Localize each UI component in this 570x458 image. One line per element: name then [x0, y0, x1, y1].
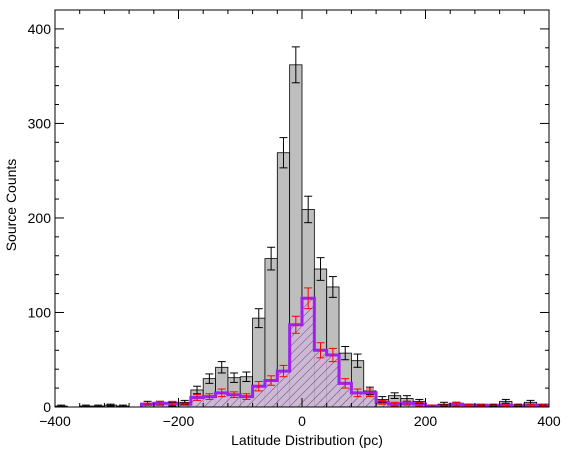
hatched-error-bar — [180, 402, 189, 406]
tick-labels-layer: −400 −200 0 200 400 0 100 200 300 400 — [28, 21, 561, 429]
x-tick-label: 200 — [414, 413, 438, 429]
gray-error-bar — [291, 46, 300, 84]
y-tick-label: 400 — [28, 21, 52, 37]
hatched-error-bar — [291, 315, 300, 334]
hatched-error-bar — [205, 393, 214, 400]
y-tick-label: 200 — [28, 210, 52, 226]
hatched-error-bar — [341, 378, 350, 389]
hatched-bar — [314, 350, 327, 407]
gray-error-bar — [106, 403, 115, 407]
hatched-error-bar — [378, 399, 387, 405]
hatched-error-bar — [477, 403, 486, 407]
x-axis-label: Latitude Distribution (pc) — [231, 432, 383, 448]
hatched-bar — [264, 380, 278, 407]
hatched-error-bar — [168, 400, 177, 406]
hatched-bar — [203, 396, 216, 407]
hatched-bar — [289, 324, 302, 407]
hatched-error-bar — [254, 380, 263, 392]
gray-error-bar — [353, 353, 362, 368]
hatched-error-bar — [390, 401, 399, 407]
gray-error-bar — [267, 246, 276, 271]
x-tick-label: −200 — [163, 413, 195, 429]
x-tick-label: 0 — [298, 413, 306, 429]
hatched-error-bar — [267, 375, 276, 386]
hatched-error-bar — [365, 388, 374, 398]
y-axis-label: Source Counts — [3, 159, 19, 252]
x-tick-label: −400 — [39, 413, 71, 429]
gray-error-bar — [501, 398, 510, 404]
hatched-error-bar — [279, 364, 288, 378]
hatched-error-bar — [217, 388, 226, 398]
hatched-bar — [277, 371, 290, 407]
hatched-bar — [190, 397, 204, 407]
y-tick-label: 300 — [28, 115, 52, 131]
hatched-error-bar — [155, 400, 164, 406]
hatched-error-bar — [353, 388, 362, 398]
hatched-error-bar — [193, 394, 202, 401]
hatched-error-bar — [415, 401, 424, 407]
hatched-bar — [339, 383, 352, 407]
gray-error-bar — [341, 346, 350, 361]
hatched-error-bar — [304, 287, 313, 310]
hatched-error-bar — [328, 347, 337, 363]
axes-layer — [54, 9, 550, 408]
hatched-bar — [240, 396, 253, 407]
hatched-error-bar — [538, 403, 547, 407]
hatched-error-bar — [452, 401, 461, 407]
gray-error-bar — [304, 195, 313, 224]
y-tick-label: 0 — [43, 399, 51, 415]
gray-error-bar — [254, 308, 263, 329]
gray-error-bar — [193, 385, 202, 395]
hatched-error-bar — [242, 393, 251, 400]
y-tick-label: 100 — [28, 304, 52, 320]
x-tick-label: 400 — [537, 413, 561, 429]
gray-error-bar — [390, 392, 399, 399]
gray-error-bar — [316, 257, 325, 281]
gray-error-bar — [230, 372, 239, 383]
hatched-error-bar — [402, 400, 411, 406]
hatched-error-bar — [501, 403, 510, 407]
hatched-bar — [302, 298, 315, 407]
hatched-bar — [326, 355, 340, 407]
hatched-error-bar — [316, 342, 325, 359]
gray-error-bar — [328, 276, 337, 298]
gray-error-bar — [205, 373, 214, 384]
hatched-error-bar — [526, 403, 535, 407]
hatched-error-bar — [230, 391, 239, 399]
hatched-error-bar — [143, 402, 152, 406]
hatched-error-bar — [464, 403, 473, 407]
gray-error-bar — [279, 137, 288, 169]
gray-error-bar — [217, 361, 226, 374]
gray-error-bar — [242, 371, 251, 382]
